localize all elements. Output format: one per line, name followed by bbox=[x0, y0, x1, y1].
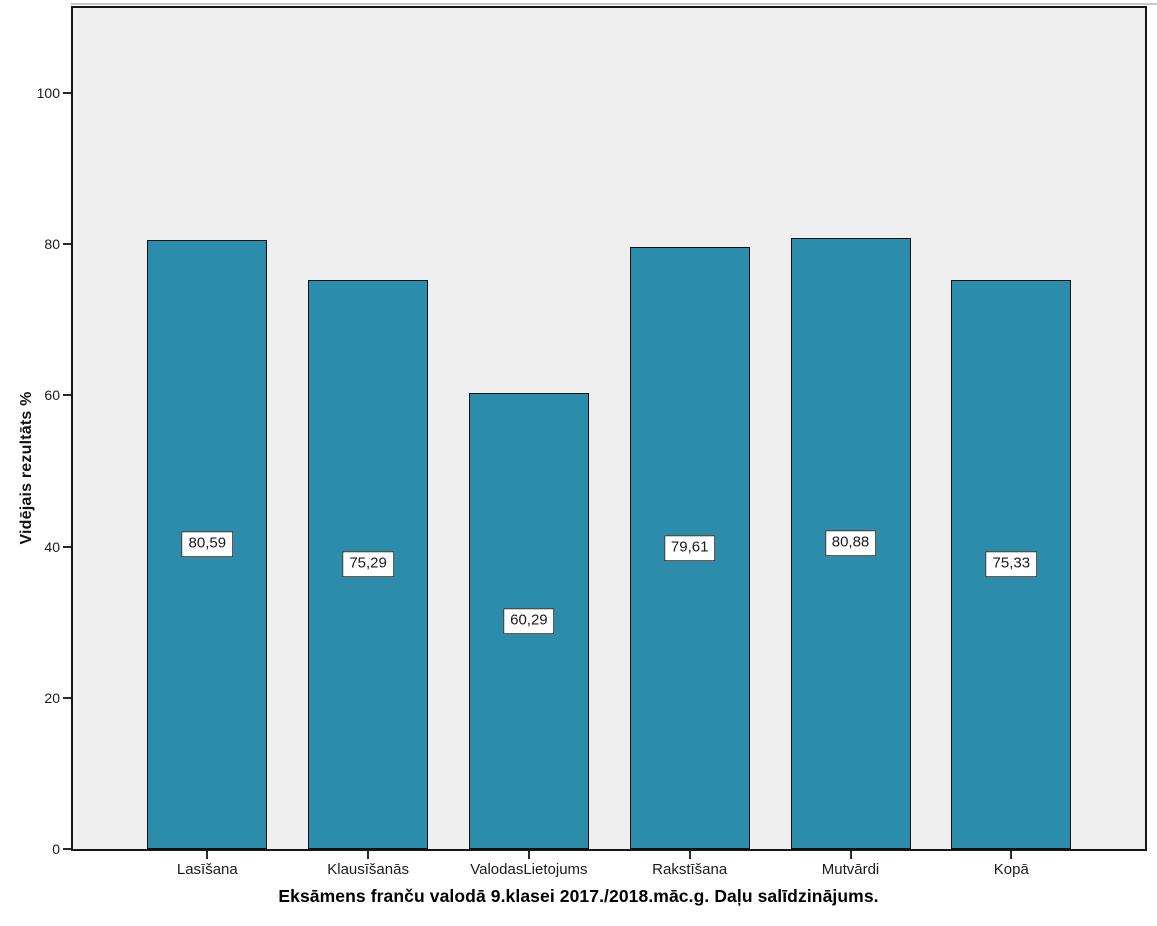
x-tick bbox=[206, 851, 209, 859]
y-tick bbox=[63, 92, 71, 94]
y-tick-label: 60 bbox=[44, 387, 60, 404]
y-tick-label: 20 bbox=[44, 689, 60, 706]
x-tick bbox=[688, 851, 691, 859]
x-category-label: ValodasLietojums bbox=[470, 861, 588, 878]
figure-top-edge-line bbox=[71, 3, 1157, 5]
bar-value-label: 75,33 bbox=[985, 551, 1038, 577]
x-tick bbox=[849, 851, 852, 859]
x-category-label: Rakstīšana bbox=[652, 861, 728, 878]
y-tick bbox=[63, 243, 71, 246]
y-tick bbox=[63, 848, 71, 850]
x-tick bbox=[527, 851, 530, 859]
y-tick bbox=[63, 696, 71, 699]
bar bbox=[790, 237, 911, 849]
y-tick bbox=[63, 394, 71, 397]
x-tick bbox=[1010, 851, 1013, 859]
x-category-label: Kopā bbox=[993, 861, 1029, 878]
x-category-label: Klausīšanās bbox=[327, 861, 409, 878]
bar-value-label: 60,29 bbox=[503, 608, 555, 634]
y-tick-label: 100 bbox=[36, 85, 60, 101]
y-tick-label: 80 bbox=[44, 236, 60, 253]
y-tick bbox=[63, 545, 71, 548]
x-category-label: Lasīšana bbox=[176, 861, 238, 878]
x-category-label: Mutvārdi bbox=[821, 861, 880, 878]
bar-value-label: 80,88 bbox=[824, 530, 877, 557]
x-tick bbox=[367, 851, 370, 859]
y-tick-label: 0 bbox=[52, 841, 60, 857]
y-axis-title: Vidējais rezultāts % bbox=[18, 391, 35, 545]
bar-value-label: 75,29 bbox=[342, 551, 394, 578]
chart-title: Eksāmens franču valodā 9.klasei 2017./20… bbox=[278, 886, 879, 906]
bar-value-label: 79,61 bbox=[663, 535, 716, 561]
y-tick-label: 40 bbox=[44, 538, 60, 555]
bar-value-label: 80,59 bbox=[181, 531, 234, 558]
